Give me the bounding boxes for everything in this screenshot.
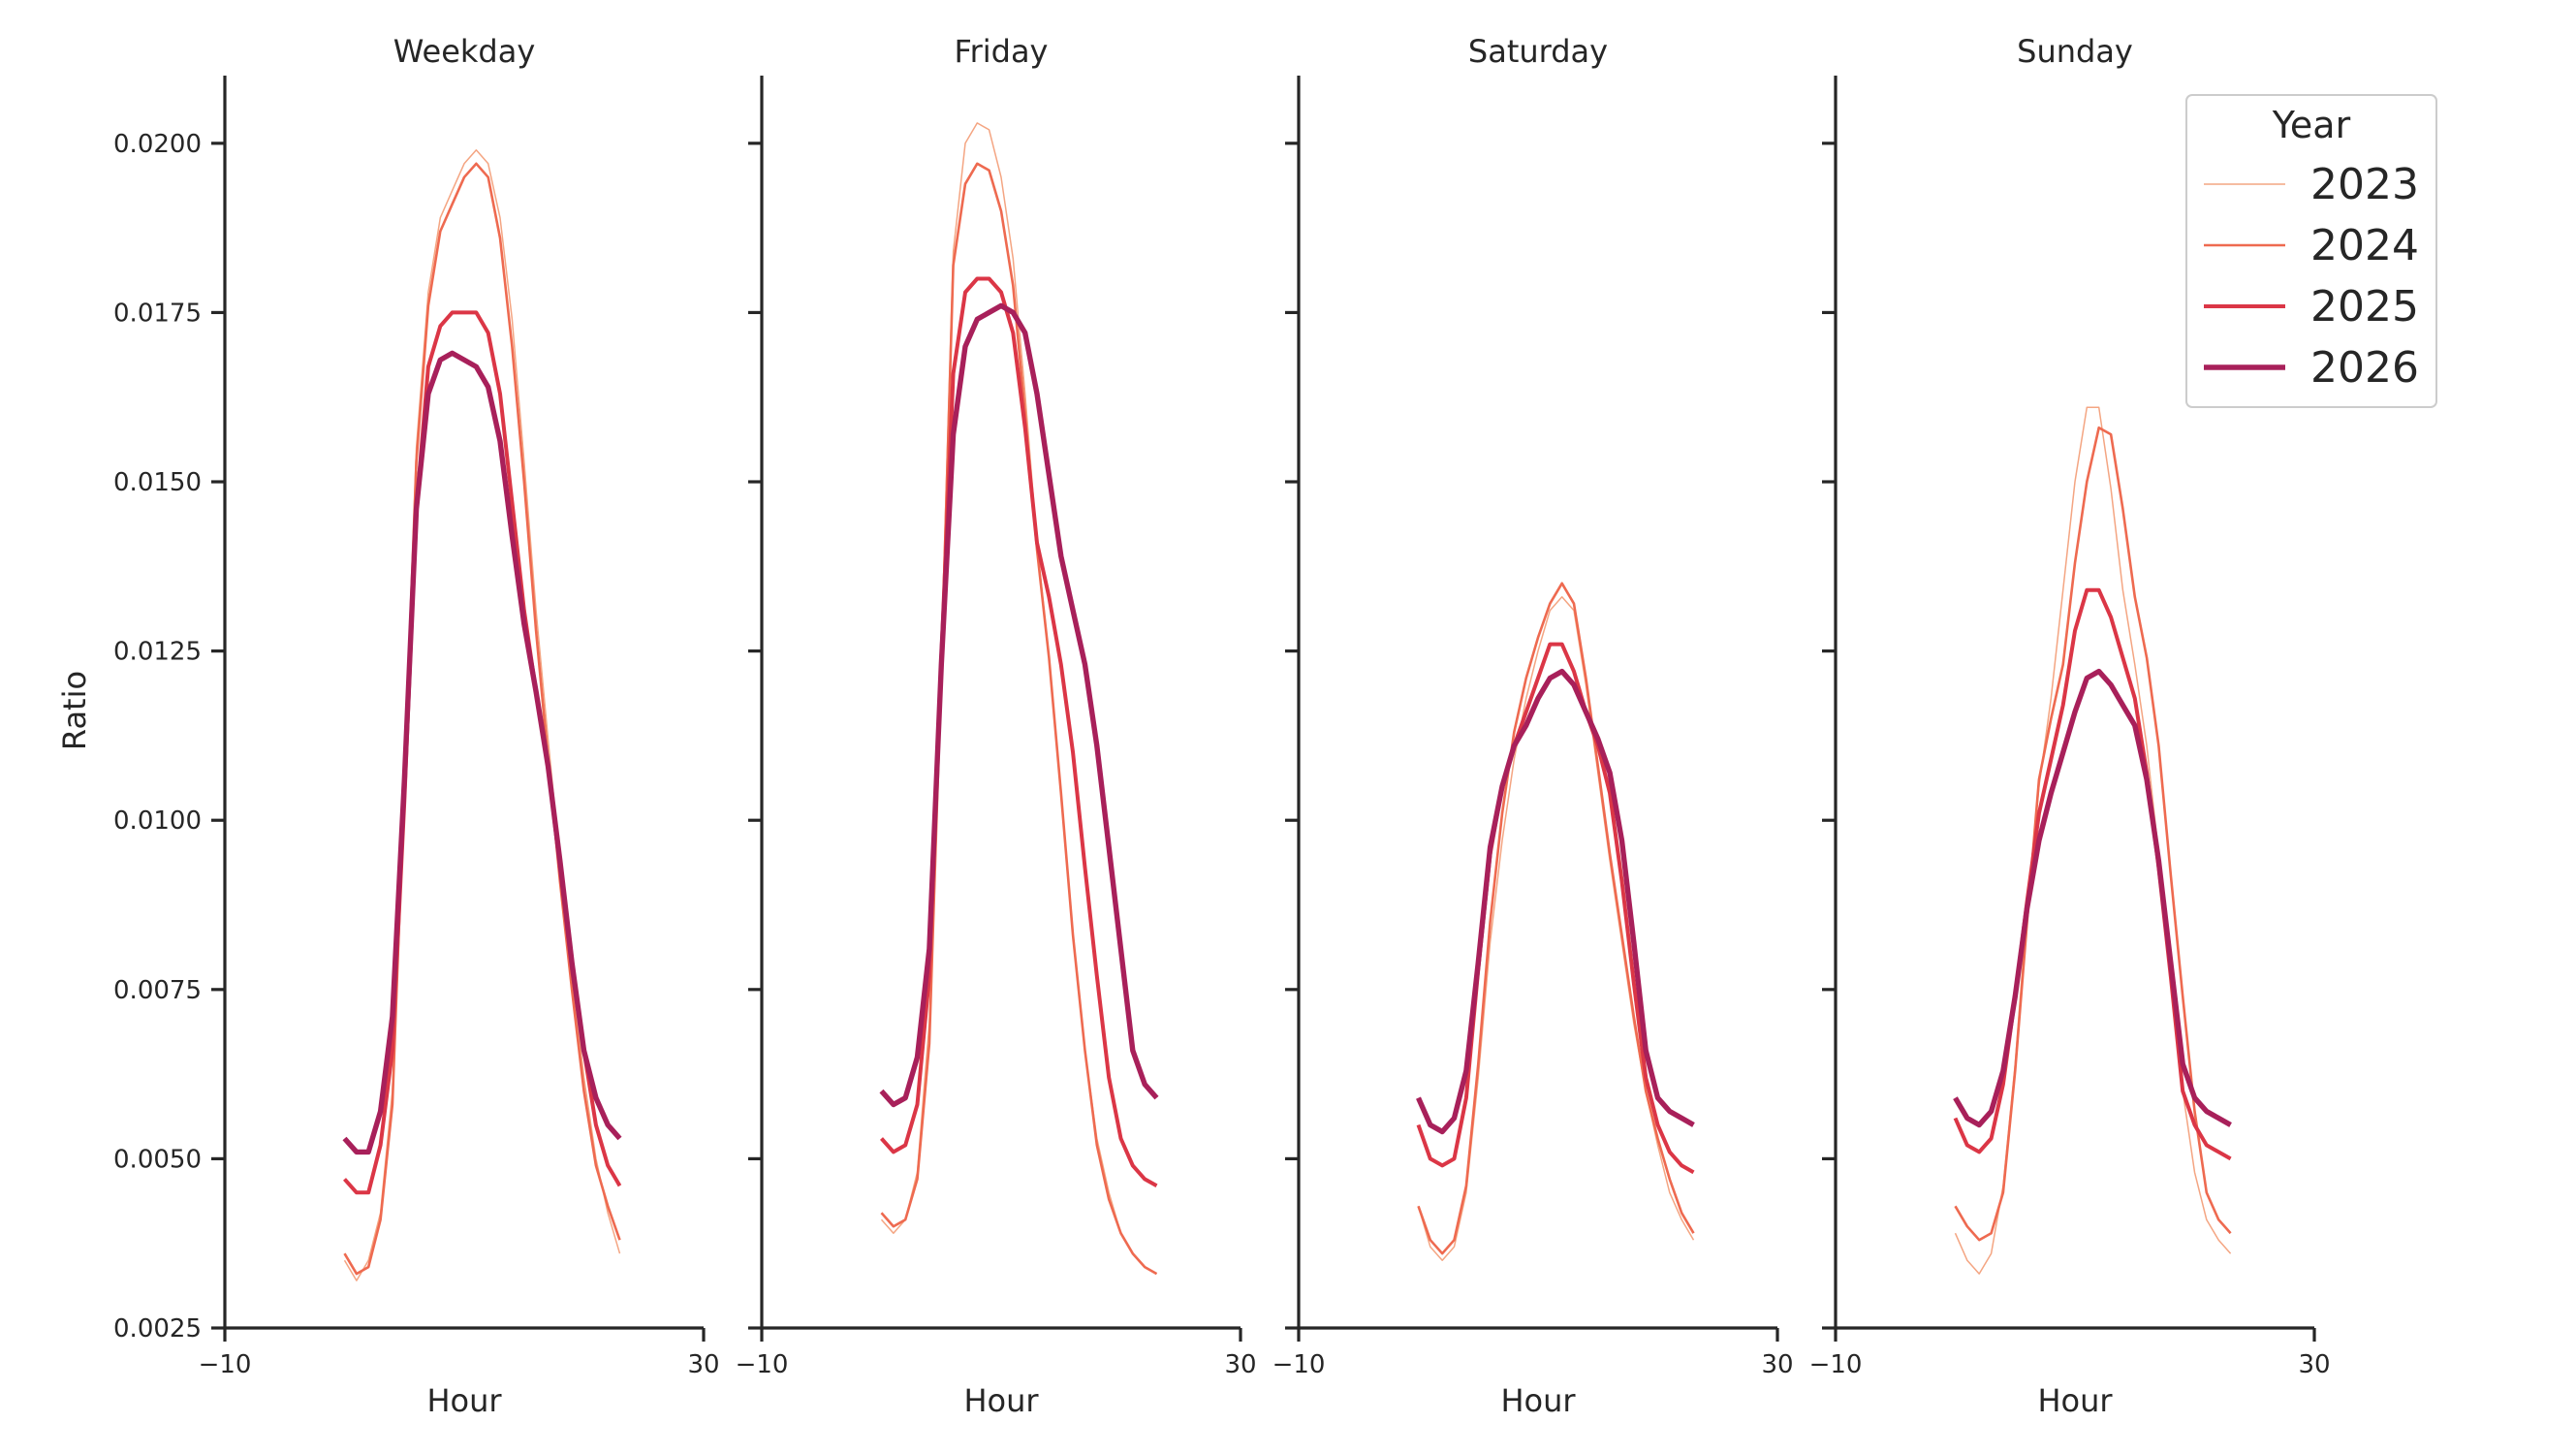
series-line-2024 [1954, 426, 2232, 1242]
x-axis-label: Hour [1500, 1382, 1576, 1419]
x-axis-label: Hour [426, 1382, 502, 1419]
series-line-2024 [880, 162, 1158, 1276]
x-tick-label: 30 [2298, 1350, 2330, 1379]
y-axis-label: Ratio [56, 671, 93, 750]
legend-title: Year [2272, 104, 2351, 146]
legend-label: 2026 [2310, 343, 2419, 393]
facet-title: Saturday [1468, 33, 1608, 70]
series-line-2025 [1416, 642, 1695, 1175]
y-tick-label: 0.0100 [113, 806, 202, 836]
x-tick-label: −10 [1272, 1350, 1326, 1379]
y-tick-label: 0.0125 [113, 638, 202, 667]
legend-label: 2024 [2310, 221, 2419, 270]
legend-frame [2185, 94, 2437, 408]
series-line-2025 [880, 276, 1158, 1188]
x-tick-label: −10 [1809, 1350, 1863, 1379]
x-axis-label: Hour [2037, 1382, 2113, 1419]
panel-friday: Friday −10 30 Hour [736, 33, 1257, 1419]
y-tick-label: 0.0025 [113, 1314, 202, 1343]
panel-sunday: Sunday −10 30 Hour [1809, 33, 2331, 1419]
y-tick-label: 0.0050 [113, 1145, 202, 1174]
legend: Year 2023 2024 2025 2026 [2185, 94, 2437, 408]
y-tick-label: 0.0075 [113, 976, 202, 1005]
series-line-2024 [1417, 582, 1695, 1255]
facet-title: Sunday [2017, 33, 2133, 70]
x-tick-label: −10 [736, 1350, 789, 1379]
y-tick-label: 0.0150 [113, 468, 202, 497]
x-tick-label: −10 [199, 1350, 252, 1379]
legend-label: 2023 [2310, 160, 2419, 209]
panel-weekday: Weekday 0.0025 0.0050 0.0075 0.0100 0.0125 0.0… [113, 33, 720, 1419]
x-tick-label: 30 [1224, 1350, 1256, 1379]
y-tick-label: 0.0200 [113, 130, 202, 159]
legend-label: 2025 [2310, 282, 2419, 332]
facet-title: Friday [955, 33, 1049, 70]
series-line-2025 [1953, 587, 2232, 1161]
series-line-2026 [342, 350, 622, 1155]
series-line-2024 [343, 162, 621, 1276]
x-tick-label: 30 [687, 1350, 719, 1379]
x-tick-label: 30 [1761, 1350, 1793, 1379]
series-line-2026 [879, 302, 1159, 1108]
facet-title: Weekday [393, 33, 536, 70]
y-tick-label: 0.0175 [113, 299, 202, 328]
series-line-2026 [1953, 668, 2232, 1128]
panel-saturday: Saturday −10 30 Hour [1272, 33, 1794, 1419]
x-axis-label: Hour [963, 1382, 1039, 1419]
series-line-2026 [1416, 668, 1695, 1135]
